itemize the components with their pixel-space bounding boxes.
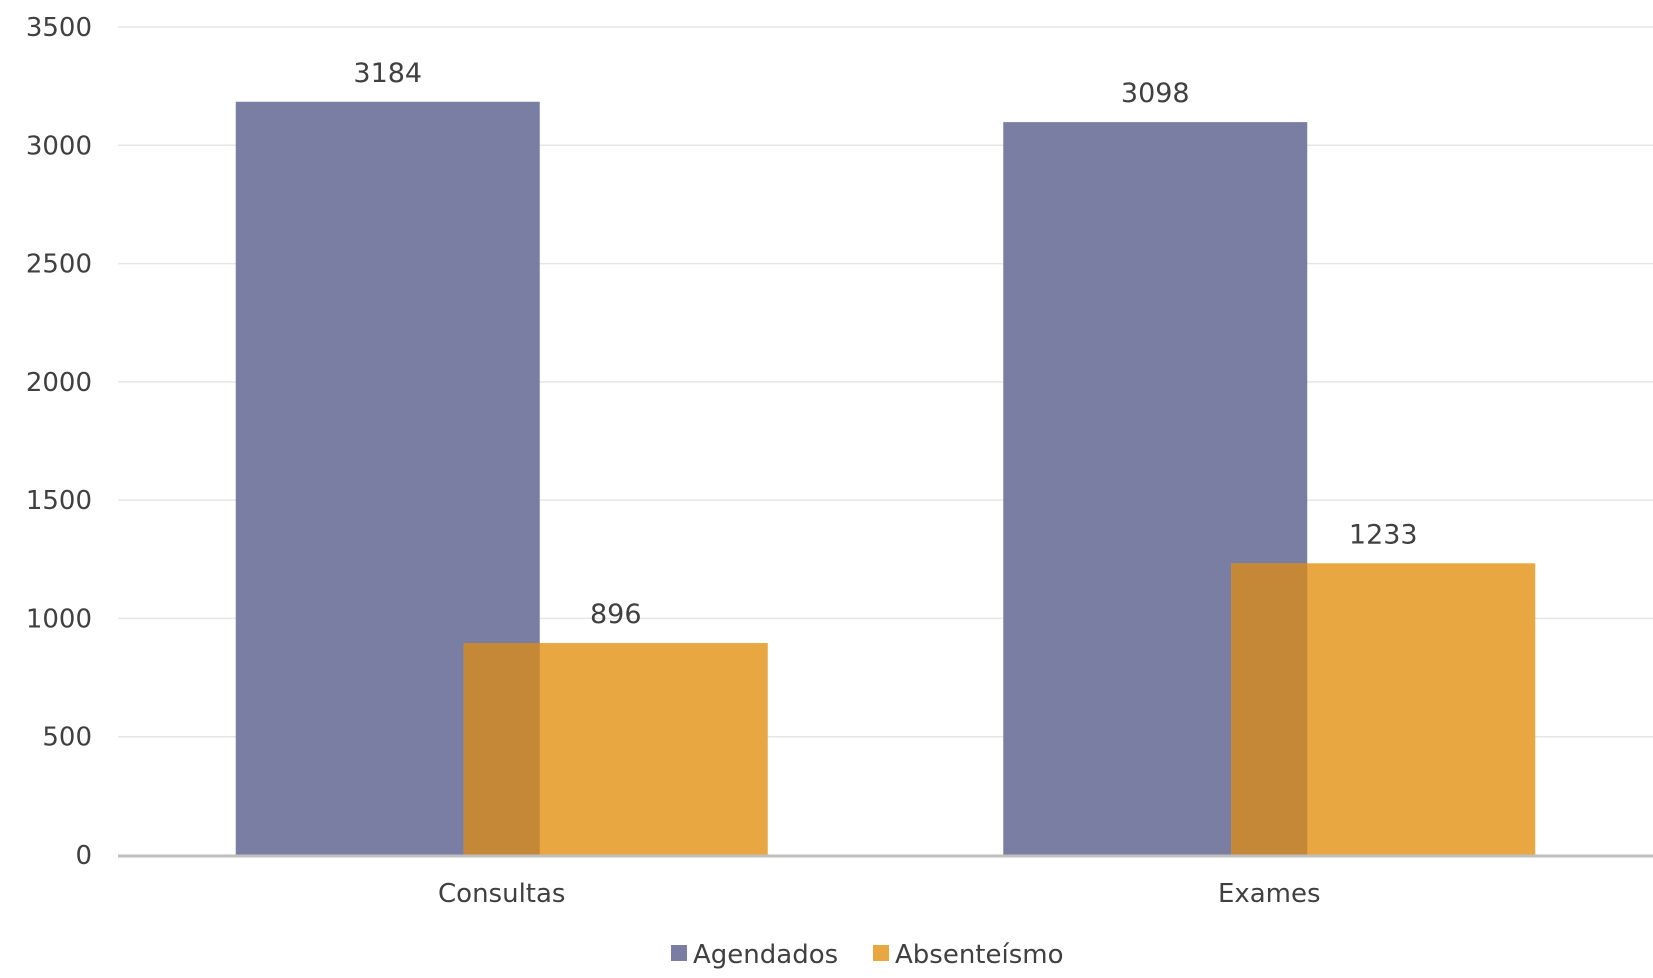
y-tick-label: 1000	[26, 604, 92, 634]
data-label: 3098	[1121, 78, 1190, 109]
bar-overlap-consultas	[463, 643, 540, 855]
data-label: 3184	[353, 58, 422, 89]
category-labels: Consultas Exames	[438, 879, 1321, 909]
y-tick-label: 3000	[26, 131, 92, 161]
y-axis-tick-labels: 0 500 1000 1500 2000 2500 3000 3500	[26, 13, 92, 871]
legend-label: Agendados	[693, 940, 838, 970]
data-labels: 3184 896 3098 1233	[353, 58, 1417, 630]
y-tick-label: 500	[42, 723, 92, 753]
legend: Agendados Absenteísmo	[671, 940, 1064, 970]
legend-swatch-agendados	[671, 945, 687, 961]
bars	[235, 101, 1536, 856]
y-tick-label: 0	[75, 841, 92, 871]
y-tick-label: 3500	[26, 13, 92, 43]
y-tick-label: 2500	[26, 250, 92, 280]
category-label: Consultas	[438, 879, 565, 909]
legend-label: Absenteísmo	[895, 940, 1064, 970]
category-label: Exames	[1218, 879, 1321, 909]
data-label: 1233	[1349, 519, 1418, 550]
y-tick-label: 1500	[26, 486, 92, 516]
data-label: 896	[590, 599, 642, 630]
legend-swatch-absenteísmo	[873, 945, 889, 961]
y-tick-label: 2000	[26, 368, 92, 398]
bar-overlap-exames	[1231, 563, 1308, 855]
